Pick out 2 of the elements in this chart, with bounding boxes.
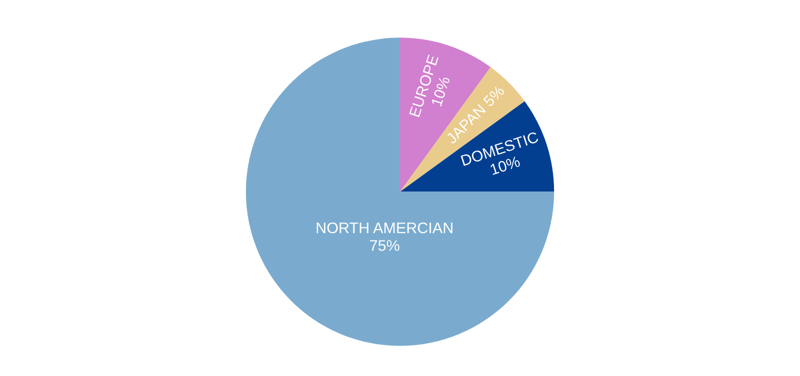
slice-label: NORTH AMERCIAN (316, 222, 452, 234)
data-label: 75% (370, 240, 400, 251)
